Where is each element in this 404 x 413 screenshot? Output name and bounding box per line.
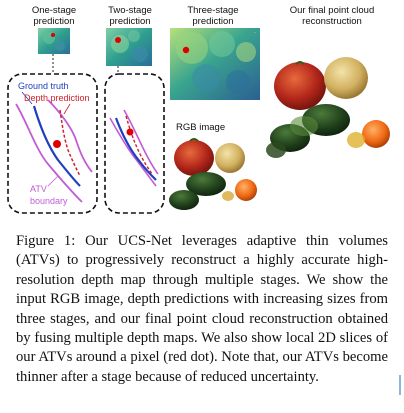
atv-slice-two <box>109 109 159 187</box>
final-point-cloud <box>266 57 390 158</box>
svg-text:·: · <box>254 30 256 36</box>
margin-marker <box>399 375 401 395</box>
one-stage-depth-map <box>38 28 70 54</box>
legend-ground-truth: Ground truth <box>18 81 69 91</box>
label-final-reconstruction: Our final point cloud reconstruction <box>289 5 375 27</box>
atv-slice-box-two <box>104 73 165 214</box>
two-stage-depth-map <box>106 28 152 66</box>
rgb-image <box>169 138 257 210</box>
legend-atv-boundary-line1: ATV <box>30 184 47 194</box>
legend-depth-prediction: Depth prediction <box>24 93 90 103</box>
figure-caption: Figure 1: Our UCS-Net leverages adaptive… <box>16 233 388 385</box>
red-dot <box>182 46 190 54</box>
label-three-stage: Three-stage prediction <box>187 5 239 27</box>
three-stage-depth-map: · <box>170 28 260 100</box>
figure-1: One-stage prediction Two-stage predictio… <box>7 5 390 214</box>
label-one-stage: One-stage prediction <box>31 5 77 27</box>
label-two-stage: Two-stage prediction <box>108 5 152 27</box>
red-dot <box>115 37 121 43</box>
red-dot <box>51 33 55 37</box>
atv-slice-box-one <box>7 73 98 214</box>
atv-slice-one <box>15 99 93 203</box>
legend-atv-boundary-line2: boundary <box>30 196 68 206</box>
figure-graphics: · <box>7 28 390 214</box>
label-rgb-image: RGB image <box>176 122 226 133</box>
